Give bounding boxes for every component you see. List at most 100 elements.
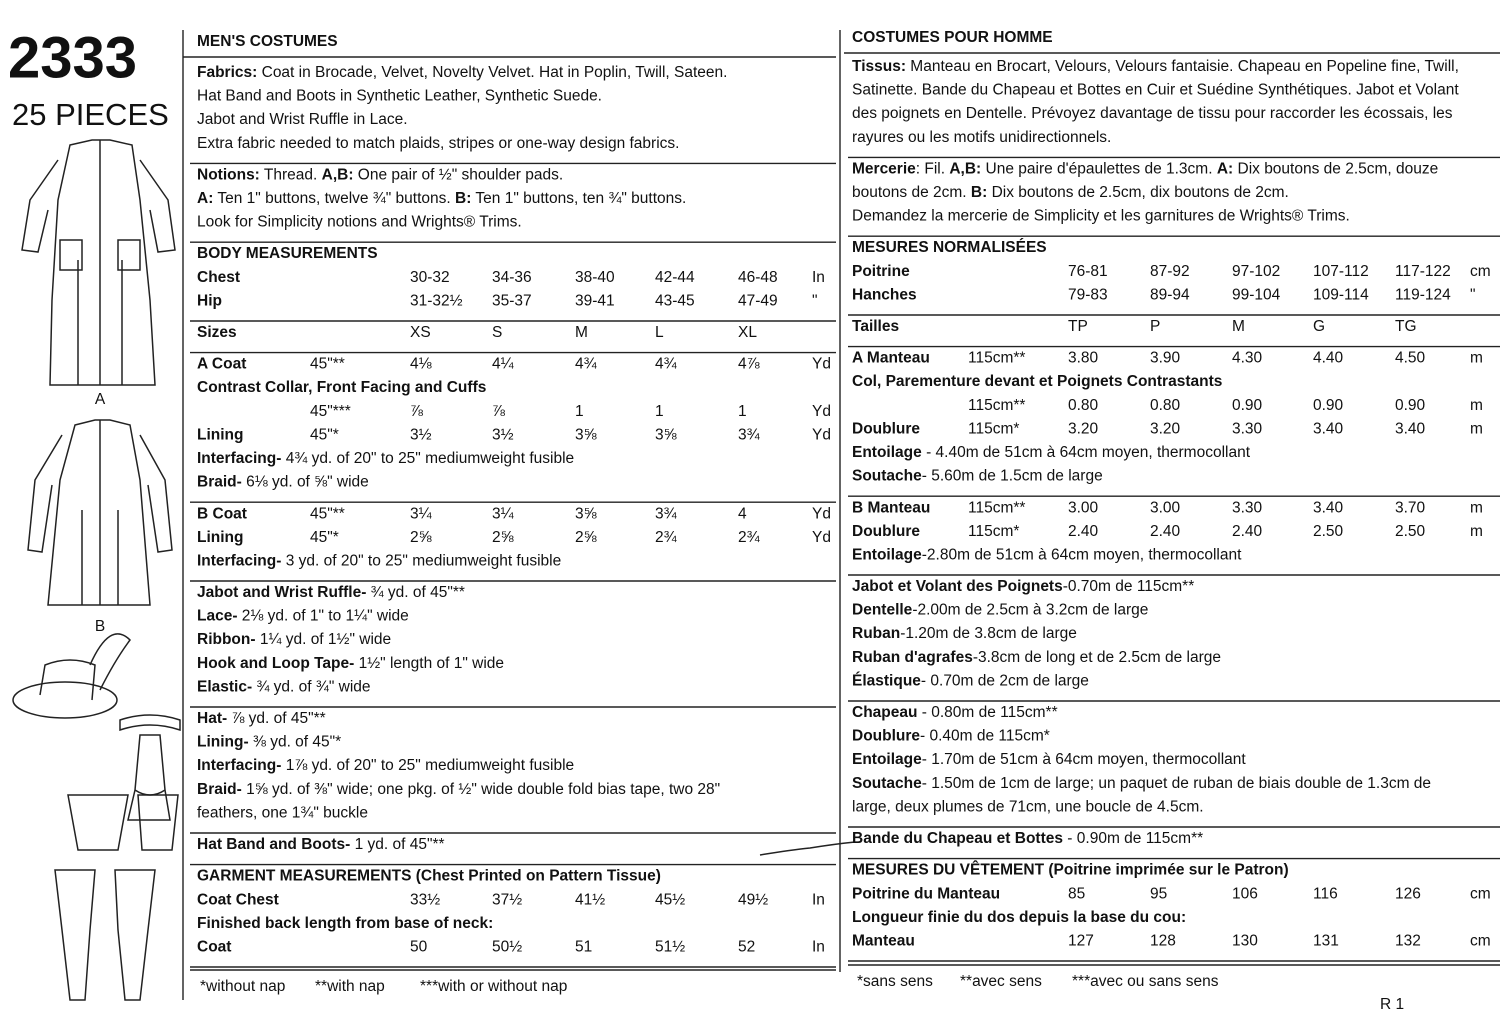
text-run: -1.20m de 3.8cm de large bbox=[900, 625, 1077, 642]
text-line: large, deux plumes de 71cm, une boucle d… bbox=[852, 798, 1204, 815]
text-run: 1⅝ yd. of ⅜" wide; one pkg. of ½" wide d… bbox=[242, 781, 720, 798]
text-run: 1⅞ yd. of 20" to 25" mediumweight fusibl… bbox=[281, 757, 574, 774]
text-line: Hook and Loop Tape- 1½" length of 1" wid… bbox=[197, 655, 504, 672]
bold-term: Elastic- bbox=[197, 678, 252, 695]
table-cell: 95 bbox=[1150, 885, 1167, 902]
text-run: Thread. bbox=[260, 166, 322, 183]
view-label: B bbox=[95, 618, 105, 635]
text-line: Col, Parementure devant et Poignets Cont… bbox=[852, 373, 1222, 390]
text-run: - 0.80m de 115cm** bbox=[917, 704, 1057, 721]
text-run: Satinette. Bande du Chapeau et Bottes en… bbox=[852, 82, 1459, 99]
row-label: Lining bbox=[197, 529, 244, 546]
bold-term: Hook and Loop Tape- bbox=[197, 655, 354, 672]
table-cell: 2.40 bbox=[1150, 523, 1181, 540]
text-line: Doublure- 0.40m de 115cm* bbox=[852, 728, 1050, 745]
table-cell: 3⅝ bbox=[575, 426, 597, 443]
text-line: Look for Simplicity notions and Wrights®… bbox=[197, 214, 522, 231]
row-label: Doublure bbox=[852, 523, 920, 540]
text-line: BODY MEASUREMENTS bbox=[197, 245, 378, 262]
pocket bbox=[59, 239, 83, 271]
section-title: MEN'S COSTUMES bbox=[197, 33, 338, 50]
bold-term: Hat Band and Boots- bbox=[197, 836, 350, 853]
hat-brim bbox=[12, 681, 118, 719]
row-label: Coat bbox=[197, 938, 231, 955]
text-line: feathers, one 1¾" buckle bbox=[197, 804, 368, 821]
table-cell: 0.90 bbox=[1395, 397, 1426, 414]
unit: In bbox=[812, 269, 825, 286]
unit: m bbox=[1470, 523, 1483, 540]
text-run: Look for Simplicity notions and Wrights®… bbox=[197, 214, 522, 231]
fabric-width: 115cm** bbox=[968, 350, 1025, 367]
text-line: Bande du Chapeau et Bottes - 0.90m de 11… bbox=[852, 830, 1203, 847]
text-run: -3.8cm de long et de 2.5cm de large bbox=[973, 649, 1221, 666]
text-line: Soutache- 5.60m de 1.5cm de large bbox=[852, 468, 1103, 485]
text-line: Interfacing- 1⅞ yd. of 20" to 25" medium… bbox=[197, 757, 574, 774]
bold-term: Notions: bbox=[197, 166, 260, 183]
table-cell: M bbox=[1232, 318, 1245, 335]
bold-term: Longueur finie du dos depuis la base du … bbox=[852, 909, 1186, 926]
table-cell: 45½ bbox=[655, 891, 685, 908]
bold-term: Col, Parementure devant et Poignets Cont… bbox=[852, 373, 1222, 390]
row-label: Lining bbox=[197, 426, 244, 443]
bold-term: Entoilage bbox=[852, 751, 922, 768]
bold-term: A,B: bbox=[322, 166, 354, 183]
text-line: rayures ou les motifs unidirectionnels. bbox=[852, 129, 1111, 146]
bold-term: Soutache bbox=[852, 775, 922, 792]
table-cell: 4⅞ bbox=[738, 356, 760, 373]
bold-term: B: bbox=[455, 190, 471, 207]
bold-term: Contrast Collar, Front Facing and Cuffs bbox=[197, 379, 486, 396]
table-cell: 106 bbox=[1232, 885, 1258, 902]
bold-term: Tissus: bbox=[852, 58, 906, 75]
table-cell: 4¼ bbox=[492, 356, 515, 373]
table-cell: 0.90 bbox=[1313, 397, 1344, 414]
table-cell: 3.40 bbox=[1313, 499, 1344, 516]
table-cell: 3.90 bbox=[1150, 350, 1181, 367]
text-line: Entoilage-2.80m de 51cm à 64cm moyen, th… bbox=[852, 546, 1242, 563]
text-run: - 5.60m de 1.5cm de large bbox=[922, 468, 1103, 485]
text-line: Finished back length from base of neck: bbox=[197, 915, 493, 932]
row-label: Poitrine du Manteau bbox=[852, 885, 1000, 902]
bold-term: Ribbon- bbox=[197, 631, 256, 648]
table-cell: 2⅝ bbox=[575, 529, 597, 546]
table-cell: 0.90 bbox=[1232, 397, 1263, 414]
text-line: Ribbon- 1¼ yd. of 1½" wide bbox=[197, 631, 391, 648]
unit: Yd bbox=[812, 505, 831, 522]
text-line: Élastique- 0.70m de 2cm de large bbox=[852, 672, 1089, 689]
table-cell: 51 bbox=[575, 938, 592, 955]
text-run: 4¾ yd. of 20" to 25" mediumweight fusibl… bbox=[281, 450, 574, 467]
bold-term: Doublure bbox=[852, 728, 920, 745]
text-run: - 0.90m de 115cm** bbox=[1063, 830, 1203, 847]
coat-a bbox=[49, 139, 156, 386]
table-cell: 3.40 bbox=[1313, 420, 1344, 437]
text-run: -2.00m de 2.5cm à 3.2cm de large bbox=[912, 602, 1148, 619]
table-cell: 1 bbox=[738, 403, 747, 420]
table-cell: 4⅛ bbox=[410, 356, 432, 373]
table-cell: 43-45 bbox=[655, 292, 695, 309]
table-cell: 3.20 bbox=[1068, 420, 1099, 437]
table-cell: 4.30 bbox=[1232, 350, 1263, 367]
unit: Yd bbox=[812, 426, 831, 443]
pen-mark bbox=[759, 841, 856, 856]
row-label: Tailles bbox=[852, 318, 899, 335]
text-line: Demandez la mercerie de Simplicity et le… bbox=[852, 208, 1350, 225]
text-run: -0.70m de 115cm** bbox=[1063, 578, 1195, 595]
table-cell: 116 bbox=[1313, 885, 1338, 902]
table-cell: TP bbox=[1068, 318, 1088, 335]
table-cell: 3.30 bbox=[1232, 499, 1263, 516]
text-run: Manteau en Brocart, Velours, Velours fan… bbox=[906, 58, 1459, 75]
unit: " bbox=[1470, 286, 1476, 303]
text-run: feathers, one 1¾" buckle bbox=[197, 804, 368, 821]
table-cell: 46-48 bbox=[738, 269, 778, 286]
table-cell: 1 bbox=[575, 403, 584, 420]
table-cell: 3¾ bbox=[738, 426, 761, 443]
unit: cm bbox=[1470, 885, 1491, 902]
table-cell: 3.70 bbox=[1395, 499, 1426, 516]
table-cell: 41½ bbox=[575, 891, 605, 908]
pattern-number: 2333 bbox=[8, 25, 137, 90]
table-cell: 30-32 bbox=[410, 269, 450, 286]
bold-term: Jabot et Volant des Poignets bbox=[852, 578, 1063, 595]
text-line: Longueur finie du dos depuis la base du … bbox=[852, 909, 1186, 926]
row-label: Manteau bbox=[852, 932, 915, 949]
footnote: *sans sens bbox=[857, 973, 933, 990]
text-run: 1¼ yd. of 1½" wide bbox=[256, 631, 392, 648]
